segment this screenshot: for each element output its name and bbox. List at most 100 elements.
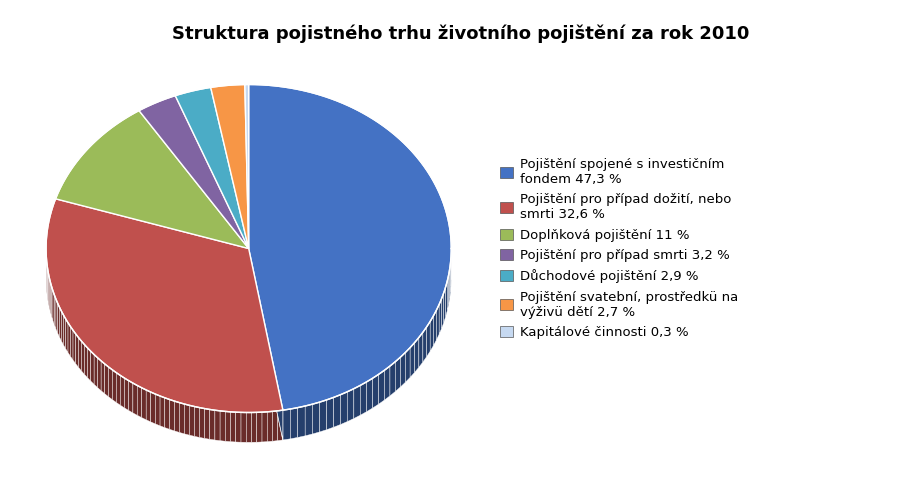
Text: Struktura pojistného trhu životního pojištění za rok 2010: Struktura pojistného trhu životního poji… <box>172 25 749 43</box>
Polygon shape <box>56 299 58 333</box>
Polygon shape <box>410 342 414 377</box>
Polygon shape <box>121 375 124 408</box>
Polygon shape <box>62 311 64 345</box>
Polygon shape <box>297 406 305 437</box>
Legend: Pojištění spojené s investičním
fondem 47,3 %, Pojištění pro případ dožití, nebo: Pojištění spojené s investičním fondem 4… <box>495 153 743 344</box>
Polygon shape <box>146 390 151 422</box>
Polygon shape <box>81 341 85 374</box>
Polygon shape <box>273 411 278 441</box>
Polygon shape <box>139 95 249 248</box>
Polygon shape <box>414 337 419 372</box>
Polygon shape <box>444 287 446 323</box>
Polygon shape <box>401 352 405 387</box>
Polygon shape <box>204 409 210 439</box>
Polygon shape <box>101 361 105 394</box>
Polygon shape <box>180 403 184 434</box>
Polygon shape <box>85 344 87 378</box>
Polygon shape <box>142 388 146 420</box>
Polygon shape <box>251 413 257 442</box>
Polygon shape <box>98 358 101 391</box>
Polygon shape <box>165 398 169 429</box>
Polygon shape <box>384 366 390 400</box>
Polygon shape <box>50 279 51 313</box>
Polygon shape <box>55 110 249 249</box>
Polygon shape <box>160 396 165 427</box>
Polygon shape <box>51 283 52 317</box>
Polygon shape <box>439 299 442 334</box>
Polygon shape <box>426 322 430 357</box>
Polygon shape <box>109 367 112 400</box>
Polygon shape <box>446 281 448 317</box>
Polygon shape <box>71 327 73 360</box>
Polygon shape <box>65 319 68 352</box>
Polygon shape <box>423 327 426 362</box>
Polygon shape <box>174 401 180 432</box>
Polygon shape <box>390 362 395 396</box>
Polygon shape <box>112 370 116 403</box>
Polygon shape <box>58 303 60 337</box>
Polygon shape <box>87 348 91 381</box>
Polygon shape <box>333 395 341 427</box>
Polygon shape <box>60 307 62 341</box>
Polygon shape <box>354 385 360 418</box>
Polygon shape <box>226 412 230 442</box>
Polygon shape <box>305 404 312 436</box>
Polygon shape <box>105 364 109 397</box>
Polygon shape <box>249 84 451 410</box>
Polygon shape <box>360 382 367 415</box>
Polygon shape <box>129 381 133 413</box>
Polygon shape <box>156 394 160 426</box>
Polygon shape <box>341 392 347 424</box>
Polygon shape <box>278 410 283 441</box>
Polygon shape <box>267 412 273 442</box>
Polygon shape <box>46 199 283 413</box>
Polygon shape <box>190 406 194 436</box>
Polygon shape <box>379 370 384 404</box>
Polygon shape <box>194 407 200 437</box>
Polygon shape <box>373 374 379 408</box>
Polygon shape <box>395 357 401 392</box>
Polygon shape <box>137 386 142 417</box>
Polygon shape <box>442 293 444 329</box>
Polygon shape <box>448 274 449 311</box>
Polygon shape <box>257 412 262 442</box>
Polygon shape <box>249 248 283 440</box>
Polygon shape <box>215 410 220 441</box>
Polygon shape <box>54 295 56 329</box>
Polygon shape <box>184 404 190 435</box>
Polygon shape <box>94 354 98 388</box>
Polygon shape <box>175 87 249 248</box>
Polygon shape <box>124 378 129 411</box>
Polygon shape <box>78 337 81 371</box>
Polygon shape <box>68 323 71 356</box>
Polygon shape <box>246 413 251 442</box>
Polygon shape <box>236 412 241 442</box>
Polygon shape <box>434 310 437 345</box>
Polygon shape <box>211 84 249 248</box>
Polygon shape <box>220 411 226 441</box>
Polygon shape <box>133 383 137 415</box>
Polygon shape <box>405 347 410 382</box>
Polygon shape <box>327 398 333 430</box>
Polygon shape <box>91 351 94 384</box>
Polygon shape <box>169 400 174 431</box>
Polygon shape <box>249 248 283 440</box>
Polygon shape <box>200 408 204 438</box>
Polygon shape <box>283 409 290 440</box>
Polygon shape <box>230 412 236 442</box>
Polygon shape <box>430 316 434 351</box>
Polygon shape <box>290 408 297 439</box>
Polygon shape <box>320 400 327 432</box>
Polygon shape <box>210 410 215 440</box>
Polygon shape <box>53 291 54 325</box>
Polygon shape <box>367 378 373 412</box>
Polygon shape <box>52 287 53 321</box>
Polygon shape <box>64 315 65 349</box>
Polygon shape <box>151 392 156 424</box>
Polygon shape <box>241 413 246 442</box>
Polygon shape <box>437 304 439 340</box>
Polygon shape <box>347 389 354 421</box>
Polygon shape <box>262 412 267 442</box>
Polygon shape <box>245 84 249 248</box>
Polygon shape <box>116 373 121 405</box>
